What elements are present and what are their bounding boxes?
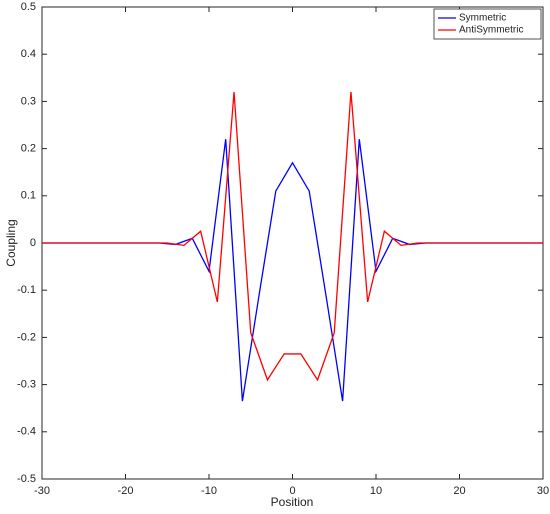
y-tick-label: 0.2 (21, 143, 36, 155)
y-tick-label: -0.1 (17, 284, 36, 296)
x-tick-label: -20 (118, 485, 134, 497)
legend-label: AntiSymmetric (459, 25, 523, 36)
y-tick-label: 0 (30, 237, 36, 249)
y-tick-label: 0.3 (21, 95, 36, 107)
x-tick-label: 20 (453, 485, 465, 497)
y-tick-label: -0.5 (17, 473, 36, 485)
x-tick-label: -10 (201, 485, 217, 497)
y-tick-label: -0.2 (17, 331, 36, 343)
y-tick-label: 0.4 (21, 48, 36, 60)
x-axis-label: Position (271, 495, 314, 509)
legend-label: Symmetric (459, 13, 506, 24)
y-axis-label: Coupling (4, 219, 18, 266)
x-tick-label: -30 (34, 485, 50, 497)
series-line (42, 91, 543, 382)
y-tick-label: -0.3 (17, 379, 36, 391)
x-tick-label: 0 (289, 485, 295, 497)
legend-box (433, 8, 542, 40)
y-tick-label: 0.5 (21, 1, 36, 13)
y-tick-label: 0.1 (21, 190, 36, 202)
x-tick-label: 10 (370, 485, 382, 497)
y-tick-label: -0.4 (17, 426, 36, 438)
x-tick-label: 30 (537, 485, 549, 497)
